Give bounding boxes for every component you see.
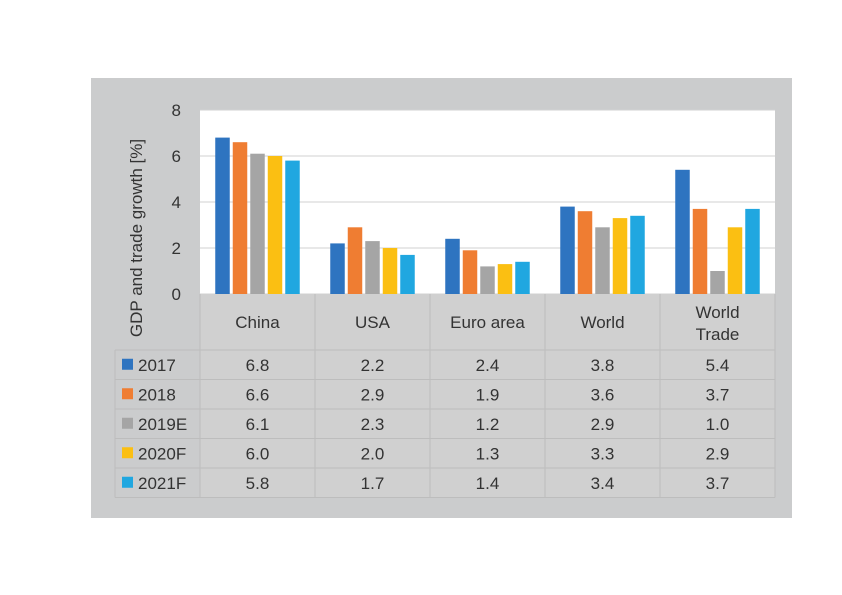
category-label: World Trade (695, 303, 739, 344)
legend-label: 2021F (138, 474, 186, 493)
bar (400, 254, 415, 294)
data-cell: 1.9 (476, 385, 500, 404)
bar (727, 227, 743, 294)
data-cell: 1.7 (361, 474, 385, 493)
data-cell: 2.2 (361, 356, 385, 375)
legend-label: 2020F (138, 444, 186, 463)
bar (675, 169, 690, 294)
data-cell: 6.6 (246, 385, 270, 404)
bar (612, 218, 628, 294)
legend-label: 2019E (138, 415, 187, 434)
bar (692, 208, 708, 294)
data-cell: 2.3 (361, 415, 385, 434)
bar (745, 208, 760, 294)
data-cell: 1.3 (476, 444, 500, 463)
bar (710, 271, 725, 294)
legend-swatch (122, 388, 133, 400)
data-cell: 2.4 (476, 356, 500, 375)
category-label: USA (355, 313, 391, 332)
y-tick-label: 2 (172, 239, 181, 258)
data-cell: 3.4 (591, 474, 615, 493)
data-cell: 6.1 (246, 415, 270, 434)
y-axis-label: GDP and trade growth [%] (127, 139, 146, 337)
category-label: China (235, 313, 280, 332)
legend-swatch (122, 358, 133, 370)
data-cell: 6.0 (246, 444, 270, 463)
bar (250, 153, 265, 294)
bar (365, 241, 380, 294)
bar-chart: 0 2 4 6 8 GDP and trade growth [%] China USA E… (114, 101, 776, 498)
legend-swatch (122, 476, 133, 488)
data-cell: 1.0 (706, 415, 730, 434)
bar (480, 266, 495, 294)
bar (560, 206, 575, 294)
data-cell: 2.0 (361, 444, 385, 463)
bar (330, 243, 345, 294)
data-cell: 3.3 (591, 444, 615, 463)
data-cell: 3.7 (706, 474, 730, 493)
data-cell: 5.8 (246, 474, 270, 493)
data-cell: 2.9 (361, 385, 385, 404)
data-cell: 2.9 (706, 444, 730, 463)
bar (577, 211, 593, 294)
bar (445, 238, 460, 294)
bar (382, 248, 398, 294)
category-label: World (580, 313, 624, 332)
table-background (200, 294, 775, 498)
y-tick-label: 4 (172, 193, 181, 212)
data-cell: 2.9 (591, 415, 615, 434)
y-tick-label: 6 (172, 147, 181, 166)
bar (232, 142, 248, 294)
legend-label: 2018 (138, 385, 176, 404)
data-cell: 5.4 (706, 356, 730, 375)
bar (497, 264, 513, 294)
bar (347, 227, 363, 294)
bar (462, 250, 478, 294)
data-cell: 3.7 (706, 385, 730, 404)
bar (285, 160, 300, 294)
bar (215, 137, 230, 294)
y-tick-label: 8 (172, 101, 181, 120)
y-tick-label: 0 (172, 285, 181, 304)
data-cell: 6.8 (246, 356, 270, 375)
category-label: Euro area (450, 313, 525, 332)
data-cell: 1.2 (476, 415, 500, 434)
bar (630, 215, 645, 294)
bar (267, 156, 283, 294)
bar (595, 227, 610, 294)
data-cell: 1.4 (476, 474, 500, 493)
legend-label: 2017 (138, 356, 176, 375)
data-cell: 3.6 (591, 385, 615, 404)
legend-swatch (122, 417, 133, 429)
chart-panel: 0 2 4 6 8 GDP and trade growth [%] China USA E… (91, 78, 792, 518)
data-cell: 3.8 (591, 356, 615, 375)
legend-swatch (122, 447, 133, 459)
bar (515, 261, 530, 294)
